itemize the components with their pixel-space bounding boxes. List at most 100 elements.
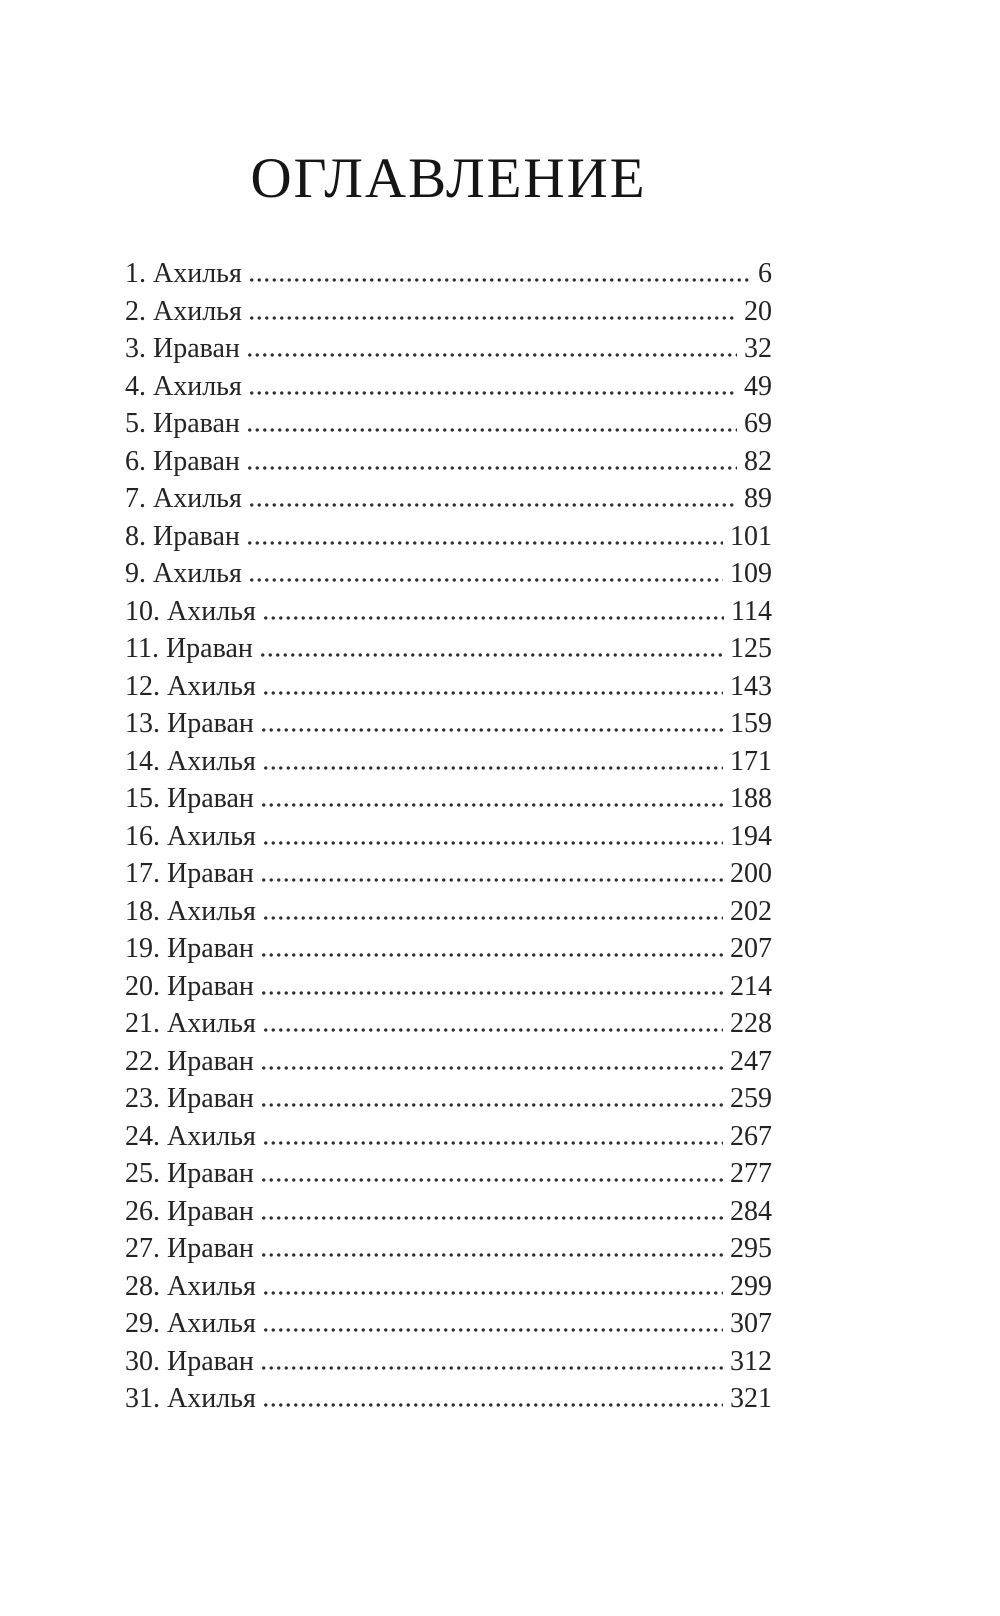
toc-leader-dots bbox=[247, 314, 737, 320]
toc-entry-page: 143 bbox=[730, 670, 772, 702]
toc-entry: 6. Ираван 82 bbox=[125, 443, 772, 481]
toc-leader-dots bbox=[259, 1252, 723, 1257]
toc-entry-page: 188 bbox=[730, 783, 772, 814]
toc-entry-label: 2. Ахилья bbox=[125, 295, 242, 327]
toc-entry-page: 321 bbox=[730, 1383, 772, 1414]
toc-entry-label: 29. Ахилья bbox=[125, 1308, 256, 1339]
toc-entry-label: 17. Ираван bbox=[125, 858, 254, 889]
toc-entry-page: 101 bbox=[730, 520, 772, 552]
toc-entry: 17. Ираван 200 bbox=[125, 855, 772, 893]
toc-entry: 28. Ахилья 299 bbox=[125, 1268, 772, 1306]
toc-entry-label: 14. Ахилья bbox=[125, 745, 256, 777]
toc-entry-page: 109 bbox=[730, 558, 772, 589]
toc-entry-label: 26. Ираван bbox=[125, 1195, 254, 1227]
toc-entry-page: 32 bbox=[744, 333, 772, 364]
toc-entry: 18. Ахилья 202 bbox=[125, 893, 772, 931]
toc-entry-label: 12. Ахилья bbox=[125, 670, 256, 702]
toc-entry-label: 20. Ираван bbox=[125, 970, 254, 1002]
toc-leader-dots bbox=[259, 877, 723, 882]
page-title: ОГЛАВЛЕНИЕ bbox=[250, 147, 647, 210]
toc-entry-label: 1. Ахилья bbox=[125, 258, 242, 289]
toc-leader-dots bbox=[259, 1214, 723, 1220]
toc-entry-page: 49 bbox=[744, 370, 772, 402]
toc-entry-page: 299 bbox=[730, 1270, 772, 1302]
toc-leader-dots bbox=[247, 389, 737, 395]
toc-entry-page: 307 bbox=[730, 1308, 772, 1339]
toc-leader-dots bbox=[261, 764, 723, 770]
toc-entry: 8. Ираван 101 bbox=[125, 518, 772, 556]
toc-entry: 10. Ахилья 114 bbox=[125, 593, 772, 631]
toc-entry-page: 69 bbox=[744, 408, 772, 439]
toc-entry-page: 214 bbox=[730, 970, 772, 1002]
toc-leader-dots bbox=[261, 914, 723, 920]
toc-entry-label: 30. Ираван bbox=[125, 1345, 254, 1377]
toc-entry-label: 16. Ахилья bbox=[125, 820, 256, 852]
toc-entry: 5. Ираван 69 bbox=[125, 405, 772, 443]
toc-entry-label: 6. Ираван bbox=[125, 445, 240, 477]
toc-entry: 3. Ираван 32 bbox=[125, 330, 772, 368]
toc-leader-dots bbox=[247, 277, 751, 282]
toc-entry-page: 82 bbox=[744, 445, 772, 477]
toc-entry-label: 13. Ираван bbox=[125, 708, 254, 739]
toc-leader-dots bbox=[261, 1402, 723, 1407]
toc-entry-label: 5. Ираван bbox=[125, 408, 240, 439]
toc-entry-label: 21. Ахилья bbox=[125, 1008, 256, 1039]
toc-leader-dots bbox=[261, 689, 723, 695]
toc-entry: 16. Ахилья 194 bbox=[125, 818, 772, 856]
toc-entry-label: 8. Ираван bbox=[125, 520, 240, 552]
toc-entry: 12. Ахилья 143 bbox=[125, 668, 772, 706]
toc-entry-page: 259 bbox=[730, 1083, 772, 1114]
toc-entry: 2. Ахилья 20 bbox=[125, 293, 772, 331]
toc-entry: 22. Ираван 247 bbox=[125, 1043, 772, 1081]
toc-entry-label: 25. Ираван bbox=[125, 1158, 254, 1189]
toc-entry: 24. Ахилья 267 bbox=[125, 1118, 772, 1156]
toc-entry-label: 22. Ираван bbox=[125, 1045, 254, 1077]
toc-entry-label: 19. Ираван bbox=[125, 933, 254, 964]
toc-entry: 15. Ираван 188 bbox=[125, 780, 772, 818]
toc-leader-dots bbox=[245, 539, 723, 545]
toc-leader-dots bbox=[259, 1064, 723, 1070]
toc-entry: 23. Ираван 259 bbox=[125, 1080, 772, 1118]
toc-leader-dots bbox=[247, 577, 723, 582]
toc-entry-label: 24. Ахилья bbox=[125, 1120, 256, 1152]
toc-entry: 7. Ахилья 89 bbox=[125, 480, 772, 518]
toc-entry: 31. Ахилья 321 bbox=[125, 1380, 772, 1418]
toc-entry: 13. Ираван 159 bbox=[125, 705, 772, 743]
toc-entry: 25. Ираван 277 bbox=[125, 1155, 772, 1193]
toc-entry-label: 15. Ираван bbox=[125, 783, 254, 814]
toc-entry-label: 23. Ираван bbox=[125, 1083, 254, 1114]
toc-entry-label: 3. Ираван bbox=[125, 333, 240, 364]
toc-leader-dots bbox=[258, 652, 723, 657]
toc-entry: 11. Ираван 125 bbox=[125, 630, 772, 668]
toc-leader-dots bbox=[259, 802, 723, 807]
toc-entry-page: 20 bbox=[744, 295, 772, 327]
toc-entry-page: 312 bbox=[730, 1345, 772, 1377]
toc-leader-dots bbox=[247, 502, 737, 507]
toc-entry-page: 228 bbox=[730, 1008, 772, 1039]
toc-entry-page: 6 bbox=[758, 258, 772, 289]
toc-entry-page: 207 bbox=[730, 933, 772, 964]
toc-leader-dots bbox=[259, 989, 723, 995]
toc-leader-dots bbox=[259, 1177, 723, 1182]
toc-entry-page: 247 bbox=[730, 1045, 772, 1077]
toc-entry-label: 9. Ахилья bbox=[125, 558, 242, 589]
toc-entry-page: 267 bbox=[730, 1120, 772, 1152]
toc-entry: 1. Ахилья 6 bbox=[125, 255, 772, 293]
toc-entry-label: 10. Ахилья bbox=[125, 595, 256, 627]
toc-leader-dots bbox=[245, 352, 737, 357]
toc-leader-dots bbox=[261, 1289, 723, 1295]
toc-entry-page: 89 bbox=[744, 483, 772, 514]
toc-entry-page: 277 bbox=[730, 1158, 772, 1189]
toc-entry: 20. Ираван 214 bbox=[125, 968, 772, 1006]
toc-entry: 4. Ахилья 49 bbox=[125, 368, 772, 406]
toc-entry: 21. Ахилья 228 bbox=[125, 1005, 772, 1043]
toc-entry-label: 18. Ахилья bbox=[125, 895, 256, 927]
toc-leader-dots bbox=[259, 952, 723, 957]
toc-entry: 26. Ираван 284 bbox=[125, 1193, 772, 1231]
toc-leader-dots bbox=[261, 839, 723, 845]
toc-entry: 27. Ираван 295 bbox=[125, 1230, 772, 1268]
toc-entry: 19. Ираван 207 bbox=[125, 930, 772, 968]
toc-entry-page: 171 bbox=[730, 745, 772, 777]
toc-entry: 29. Ахилья 307 bbox=[125, 1305, 772, 1343]
